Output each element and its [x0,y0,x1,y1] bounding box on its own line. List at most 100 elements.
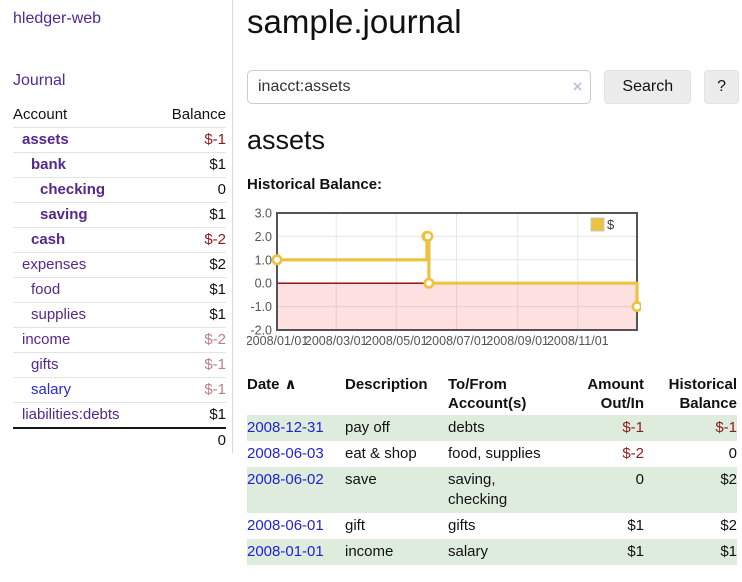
account-name-cell: expenses [13,252,155,278]
register-amount-cell: $1 [627,543,644,560]
register-header-balance: Historical Balance [644,373,737,415]
transaction-date-link[interactable]: 2008-06-03 [247,445,324,462]
page-title: sample.journal [247,3,462,40]
accounts-table-body: assets $-1 bank $1 checking 0 saving $1 … [13,127,226,453]
register-date-cell: 2008-06-03 [247,441,345,467]
account-balance: $-1 [154,127,226,153]
register-header-accounts: To/From Account(s) [448,373,550,415]
description-header-label: Description [345,376,428,393]
accounts-total-value: 0 [154,427,226,453]
account-balance: $-1 [154,352,226,378]
svg-text:2008/07/01: 2008/07/01 [425,334,488,348]
transaction-date-link[interactable]: 2008-01-01 [247,543,324,560]
account-balance: $1 [154,277,226,303]
register-description-cell: pay off [345,419,390,436]
register-row: 2008-12-31 pay off debts $-1 $-1 [247,415,737,441]
register-amount-cell: $-1 [622,419,644,436]
amount-header-line2: Out/In [600,395,644,412]
account-name-cell: bank [13,152,155,178]
account-link-income[interactable]: income [22,331,71,348]
account-row: liabilities:debts $1 [13,402,226,429]
clear-search-icon[interactable]: × [572,77,583,96]
accounts-header-account: Account [13,103,155,128]
app-title-link[interactable]: hledger-web [13,10,102,27]
account-link-cash[interactable]: cash [31,231,66,248]
svg-text:2008/01/01: 2008/01/01 [247,334,308,348]
accounts-table: Account Balance assets $-1 bank $1 check… [13,103,226,453]
register-header-row: Date ∧ Description To/From Account(s) Amo… [247,373,737,415]
search-input[interactable] [247,70,592,104]
register-amount-cell: $1 [627,517,644,534]
register-description-cell: gift [345,517,366,534]
account-balance: $-2 [154,227,226,253]
accounts-header-balance: Balance [154,103,226,128]
account-link-food[interactable]: food [31,281,61,298]
y-axis-labels: 3.0 2.0 1.0 0.0 -1.0 -2.0 [250,207,272,338]
date-header-label: Date [247,376,280,393]
chart-legend: $ [590,217,615,232]
account-name-cell: saving [13,202,155,228]
register-accounts-cell: food, supplies [448,445,541,462]
account-link-gifts[interactable]: gifts [31,356,59,373]
account-name-cell: liabilities:debts [13,402,155,429]
account-row: supplies $1 [13,302,226,328]
account-link-supplies[interactable]: supplies [31,306,87,323]
account-link-salary[interactable]: salary [31,381,72,398]
x-axis-labels: 2008/01/012008/03/012008/05/012008/07/01… [246,334,609,348]
balance-header-line2: Balance [679,395,737,412]
series-markers [271,230,643,313]
account-link-assets[interactable]: assets [22,131,69,148]
search-bar: × Search ? [247,70,739,104]
svg-text:-2.0: -2.0 [250,324,272,338]
account-balance: $1 [154,302,226,328]
register-description-cell: income [345,543,394,560]
account-name-cell: cash [13,227,155,253]
balance-chart: $3.0 2.0 1.0 0.0 -1.0 -2.0 2008/01/01 2008/03/0… [246,207,739,353]
svg-text:0.0: 0.0 [255,277,272,291]
search-button[interactable]: Search [604,70,692,104]
account-name-cell: supplies [13,302,155,328]
account-row: cash $-2 [13,227,226,253]
account-balance: $-1 [154,377,226,403]
account-name-cell: gifts [13,352,155,378]
svg-text:-1.0: -1.0 [250,300,272,314]
accounts-header-line2: Account(s) [448,395,527,412]
account-link-expenses[interactable]: expenses [22,256,87,273]
register-description-cell: eat & shop [345,445,417,462]
accounts-header-row: Account Balance [13,103,226,128]
accounts-header-line1: To/From [448,376,507,393]
account-row: bank $1 [13,152,226,178]
register-description-cell: save [345,471,377,488]
account-link-bank[interactable]: bank [31,156,67,173]
account-balance: $1 [154,402,226,429]
account-row: assets $-1 [13,127,226,153]
register-accounts-cell: saving, checking [448,471,508,508]
register-accounts-cell: debts [448,419,485,436]
account-link-saving[interactable]: saving [40,206,88,223]
account-link-liabilities:debts[interactable]: liabilities:debts [22,406,120,423]
help-button[interactable]: ? [704,70,739,104]
transaction-date-link[interactable]: 2008-06-02 [247,471,324,488]
account-balance: $-2 [154,327,226,353]
register-balance-cell: $2 [720,471,737,488]
account-name-cell: income [13,327,155,353]
sidebar-item-journal[interactable]: Journal [13,72,66,89]
transaction-date-link[interactable]: 2008-06-01 [247,517,324,534]
balance-chart-svg: $3.0 2.0 1.0 0.0 -1.0 -2.02008/01/012008/03/0… [246,207,643,348]
accounts-total-row: 0 [13,427,226,453]
register-header-amount: Amount Out/In [550,373,644,415]
register-header-date[interactable]: Date ∧ [247,373,345,415]
account-name-cell: food [13,277,155,303]
register-date-cell: 2008-12-31 [247,415,345,441]
account-section-title: assets [247,125,326,155]
register-header-description: Description [345,373,448,415]
amount-header-line1: Amount [587,376,644,393]
sidebar: hledger-web Journal Account Balance asse… [0,0,233,453]
transaction-date-link[interactable]: 2008-12-31 [247,419,324,436]
register-accounts-cell: gifts [448,517,476,534]
svg-text:2008/05/01: 2008/05/01 [365,334,428,348]
svg-text:2008/03/01: 2008/03/01 [305,334,368,348]
account-link-checking[interactable]: checking [40,181,106,198]
svg-text:$: $ [607,217,615,232]
account-row: income $-2 [13,327,226,353]
